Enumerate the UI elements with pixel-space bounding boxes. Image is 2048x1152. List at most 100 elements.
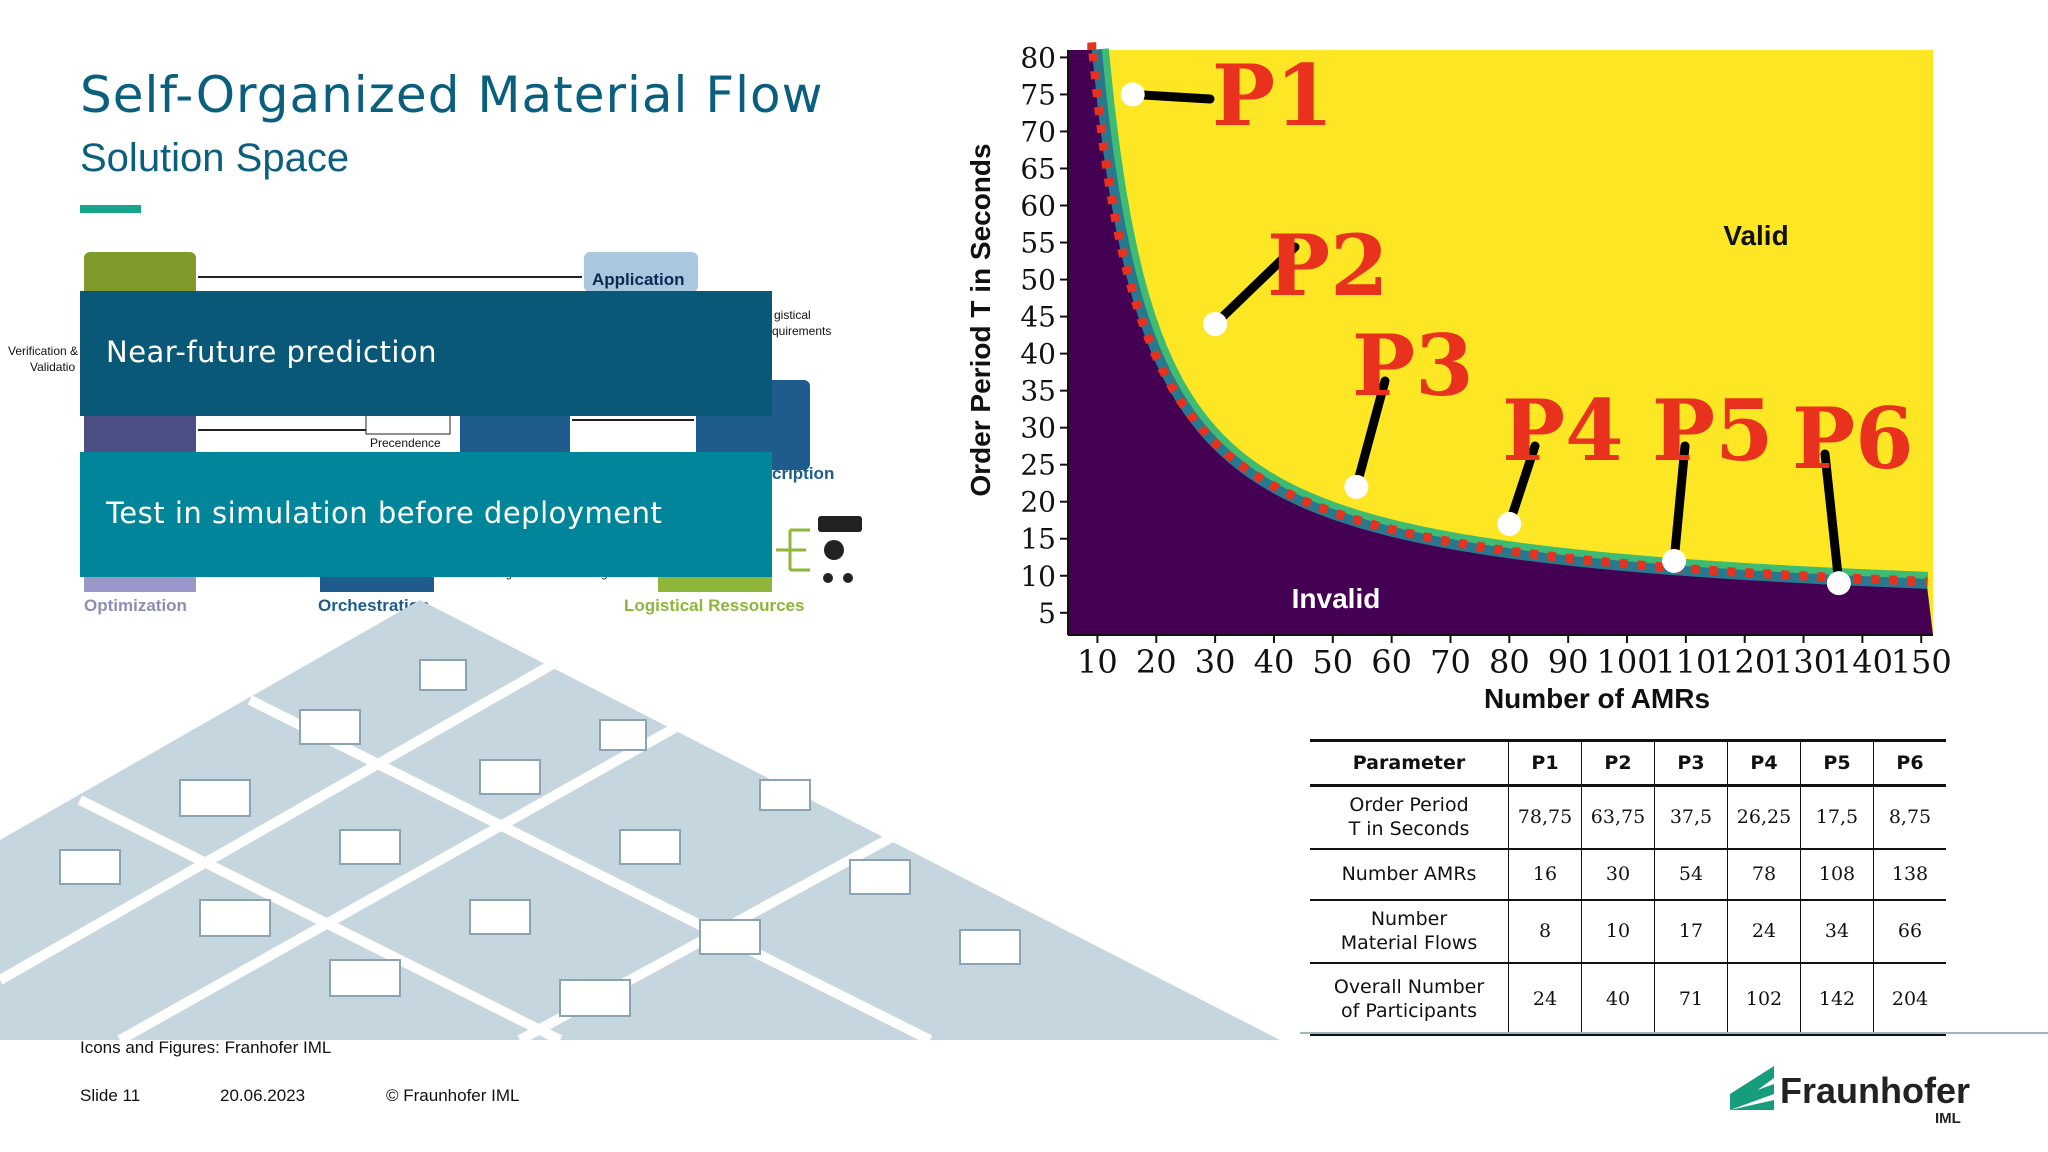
- valid-region-label: Valid: [1723, 220, 1788, 251]
- vehicle-icon: [818, 516, 862, 532]
- value-cell: 17,5: [1800, 785, 1874, 850]
- y-tick-label: 60: [1020, 190, 1056, 223]
- x-tick-label: 10: [1077, 643, 1118, 681]
- x-tick-label: 20: [1136, 643, 1177, 681]
- design-point-label: P5: [1652, 381, 1774, 480]
- value-cell: 78: [1727, 848, 1801, 901]
- x-tick-label: 30: [1195, 643, 1236, 681]
- table-header-cell: P5: [1800, 739, 1874, 787]
- table-body: Order Period T in Seconds 78,75 63,75 37,5 26…: [1310, 785, 1946, 1036]
- value-cell: 108: [1800, 848, 1874, 901]
- logistical-label: gistical: [774, 308, 811, 322]
- x-tick-label: 130: [1773, 643, 1834, 681]
- design-point-label: P4: [1502, 381, 1624, 480]
- y-tick-label: 5: [1038, 597, 1056, 630]
- parameter-name-cell: Number Material Flows: [1310, 899, 1509, 964]
- banner-text: Test in simulation before deployment: [106, 496, 663, 530]
- value-cell: 40: [1581, 962, 1655, 1036]
- x-tick-label: 70: [1430, 643, 1471, 681]
- value-cell: 63,75: [1581, 785, 1655, 850]
- value-cell: 24: [1508, 962, 1582, 1036]
- value-cell: 66: [1873, 899, 1946, 964]
- verification-label: Verification &: [8, 344, 79, 358]
- branch-icon: [776, 528, 810, 572]
- point-leader-line: [1210, 242, 1300, 329]
- y-tick-label: 40: [1020, 338, 1056, 371]
- logo-text: Fraunhofer: [1780, 1070, 1971, 1111]
- pareto-boundary: [1087, 42, 1928, 586]
- invalid-region: [1068, 50, 1933, 635]
- person-icon: [823, 573, 833, 583]
- table-row: Number Material Flows 8 10 17 24 34 66: [1310, 899, 1946, 964]
- logo-mark-icon: [1730, 1066, 1774, 1110]
- design-point-marker: [1344, 474, 1369, 499]
- slide-title: Self-Organized Material Flow: [80, 66, 824, 124]
- design-point-marker: [1120, 82, 1145, 107]
- value-cell: 24: [1727, 899, 1801, 964]
- y-tick-label: 35: [1020, 375, 1056, 408]
- point-leader-line: [1504, 441, 1540, 529]
- value-cell: 8: [1508, 899, 1582, 964]
- orchestration-label: Orchestration: [318, 596, 430, 615]
- value-cell: 37,5: [1654, 785, 1728, 850]
- value-cell: 10: [1581, 899, 1655, 964]
- banner-near-future: Near-future prediction: [80, 291, 772, 416]
- value-cell: 78,75: [1508, 785, 1582, 850]
- slide-subtitle: Solution Space: [80, 136, 350, 180]
- table-header-row: Parameter P1 P2 P3 P4 P5 P6: [1310, 739, 1946, 787]
- y-tick-label: 45: [1020, 301, 1056, 334]
- design-point-marker: [1497, 511, 1522, 536]
- fraunhofer-logo: Fraunhofer IML: [1730, 1060, 1970, 1130]
- point-leader-line: [1820, 449, 1844, 588]
- application-label: Application: [592, 270, 685, 289]
- design-point-label: P3: [1352, 316, 1474, 415]
- y-tick-label: 25: [1020, 449, 1056, 482]
- x-tick-label: 40: [1254, 643, 1295, 681]
- table-row: Overall Number of Participants 24 40 71 102 14…: [1310, 962, 1946, 1036]
- design-point-marker: [1662, 548, 1687, 573]
- design-point-marker: [1826, 571, 1851, 596]
- accent-bar: [80, 205, 141, 213]
- point-leader-line: [1669, 441, 1690, 566]
- value-cell: 17: [1654, 899, 1728, 964]
- person-icon: [843, 573, 853, 583]
- table-row: Number AMRs 16 30 54 78 108 138: [1310, 848, 1946, 901]
- parameter-table: Parameter P1 P2 P3 P4 P5 P6 Order Period T in S…: [1310, 739, 1946, 1036]
- precedence-label: Precendence: [370, 436, 441, 450]
- value-cell: 138: [1873, 848, 1946, 901]
- point-leader-line: [1351, 376, 1390, 492]
- boundary-dotted-line: [1087, 42, 1928, 586]
- y-tick-label: 50: [1020, 264, 1056, 297]
- y-tick-label: 80: [1020, 41, 1056, 74]
- parameter-name-cell: Overall Number of Participants: [1310, 962, 1509, 1036]
- x-tick-label: 80: [1489, 643, 1530, 681]
- value-cell: 54: [1654, 848, 1728, 901]
- value-cell: 30: [1581, 848, 1655, 901]
- figure-credit: Icons and Figures: Franhofer IML: [80, 1038, 332, 1057]
- y-tick-label: 30: [1020, 412, 1056, 445]
- banner-text: Near-future prediction: [106, 335, 438, 369]
- footer-divider: [1300, 1032, 2048, 1034]
- value-cell: 16: [1508, 848, 1582, 901]
- table-header-cell: P3: [1654, 739, 1728, 787]
- value-cell: 142: [1800, 962, 1874, 1036]
- application-box: [584, 252, 698, 292]
- invalid-region-label: Invalid: [1292, 583, 1381, 614]
- table-header-cell: P2: [1581, 739, 1655, 787]
- design-point-label: P6: [1792, 389, 1914, 488]
- y-tick-label: 75: [1020, 78, 1056, 111]
- design-point-label: P1: [1212, 46, 1334, 145]
- x-axis-label: Number of AMRs: [1484, 683, 1710, 714]
- factory-machines: [59, 659, 1021, 1017]
- copyright: © Fraunhofer IML: [386, 1086, 520, 1105]
- slide-date: 20.06.2023: [220, 1086, 306, 1105]
- y-tick-label: 55: [1020, 227, 1056, 260]
- banner-simulation: Test in simulation before deployment: [80, 452, 772, 577]
- table-header-cell: P1: [1508, 739, 1582, 787]
- x-tick-label: 110: [1655, 643, 1716, 681]
- y-axis-ticks: 5 10 15 20 25 30 35 40 45 50 55 60 65 70 75 80: [1020, 41, 1069, 635]
- x-tick-label: 120: [1714, 643, 1775, 681]
- x-tick-label: 140: [1832, 643, 1893, 681]
- y-axis-label: Order Period T in Seconds: [965, 143, 996, 496]
- x-tick-label: 50: [1312, 643, 1353, 681]
